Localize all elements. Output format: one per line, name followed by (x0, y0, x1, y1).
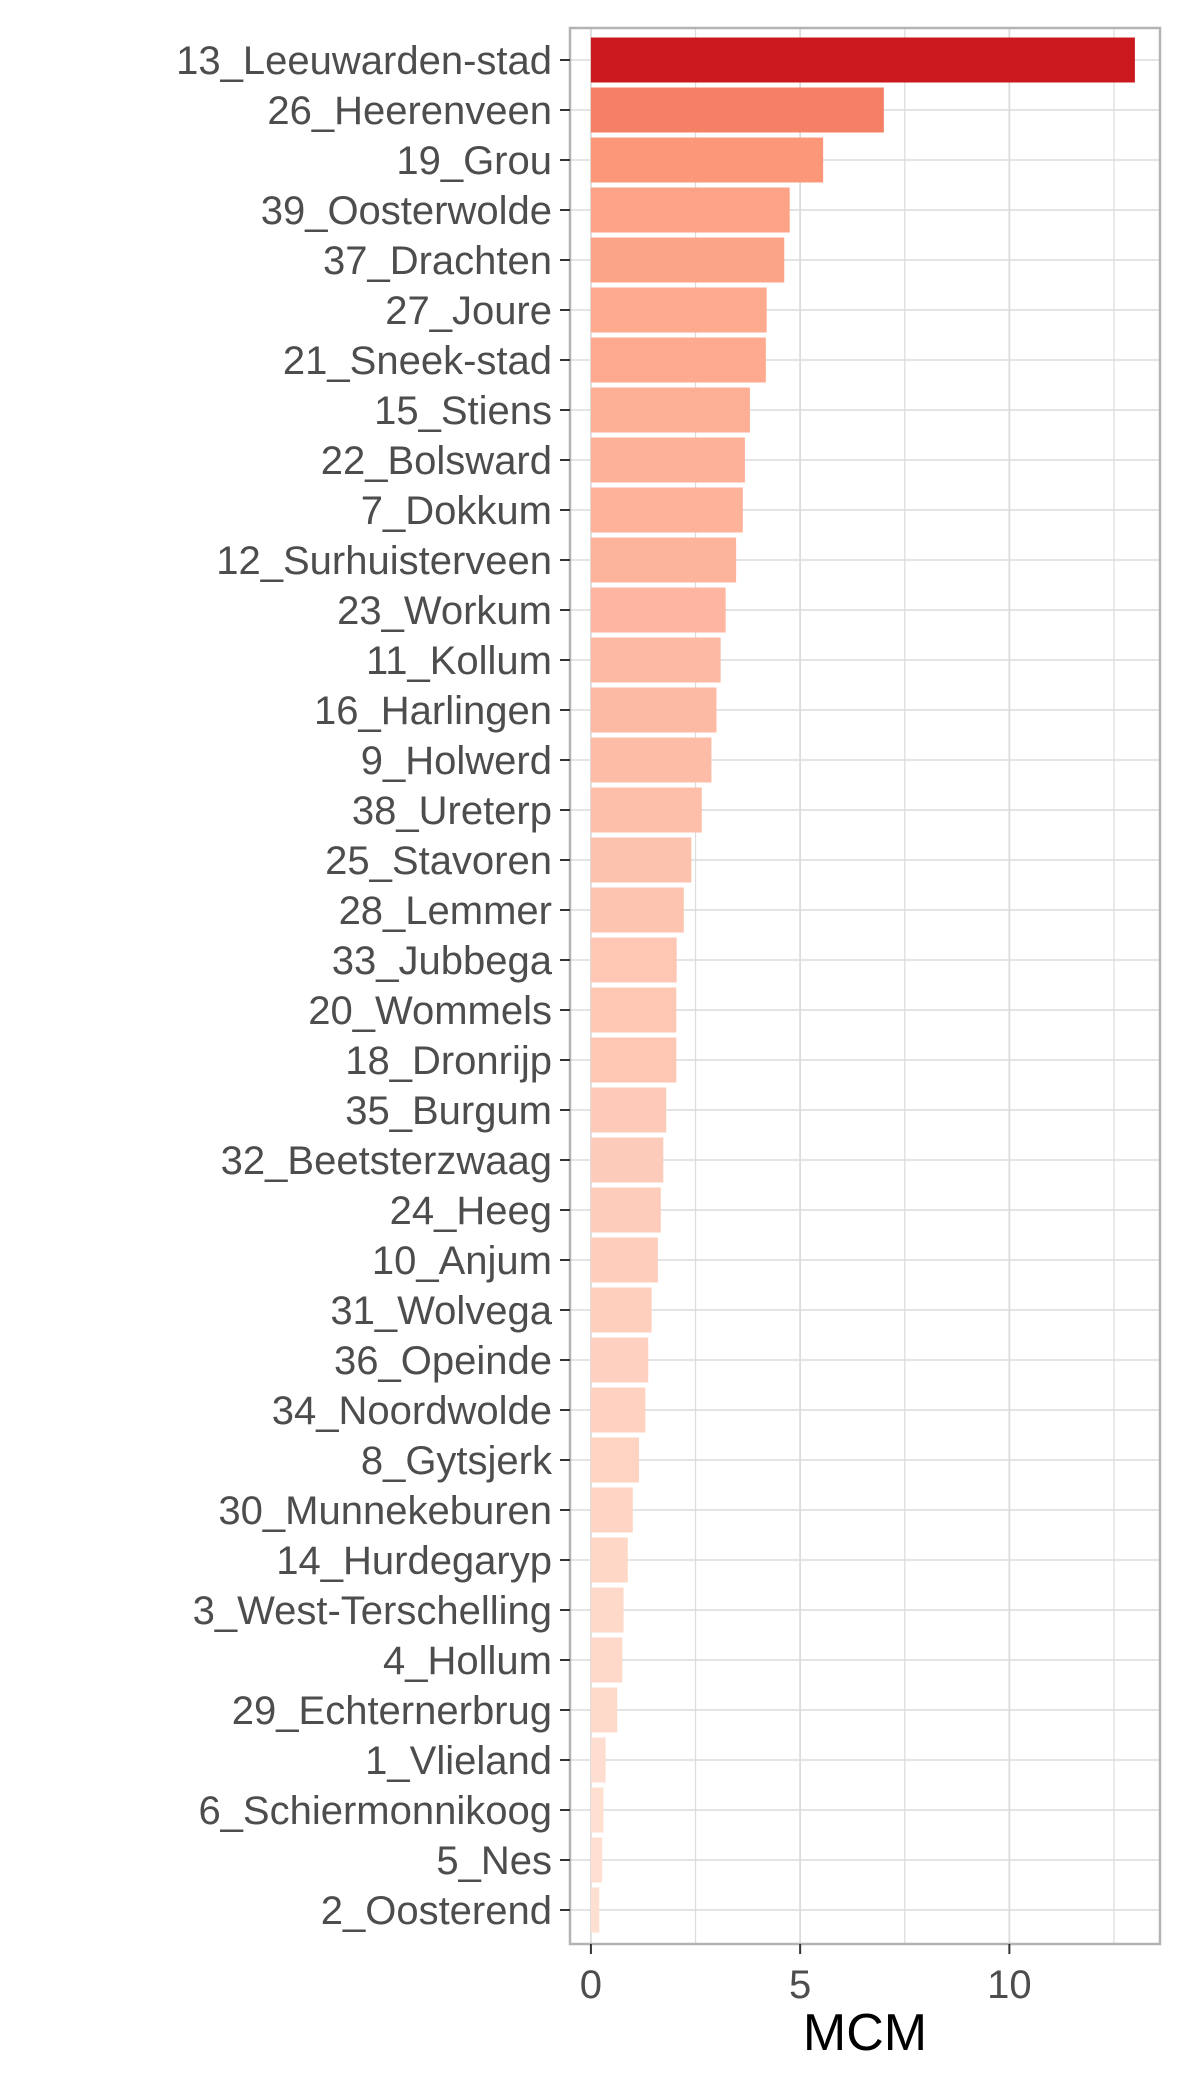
bar-21_sneek-stad (590, 337, 766, 383)
bar-38_ureterp (590, 787, 702, 833)
bar-39_oosterwolde (590, 187, 790, 233)
category-label: 20_Wommels (308, 989, 552, 1033)
x-tick-label: 0 (580, 1963, 602, 2007)
bar-34_noordwolde (590, 1387, 646, 1433)
bar-23_workum (590, 587, 726, 633)
bar-13_leeuwarden-stad (590, 37, 1135, 83)
category-label: 30_Munnekeburen (218, 1489, 552, 1533)
category-label: 7_Dokkum (361, 489, 552, 533)
category-label: 12_Surhuisterveen (216, 539, 552, 583)
category-label: 2_Oosterend (321, 1889, 552, 1933)
category-label: 29_Echternerbrug (232, 1689, 552, 1733)
category-label: 6_Schiermonnikoog (198, 1789, 552, 1833)
bar-26_heerenveen (590, 87, 884, 133)
bar-27_joure (590, 287, 767, 333)
bar-16_harlingen (590, 687, 717, 733)
x-tick-label: 10 (987, 1963, 1032, 2007)
bar-15_stiens (590, 387, 750, 433)
bar-20_wommels (590, 987, 677, 1033)
category-label: 14_Hurdegaryp (276, 1539, 552, 1583)
category-label: 38_Ureterp (352, 789, 552, 833)
bar-30_munnekeburen (590, 1487, 633, 1533)
bar-33_jubbega (590, 937, 677, 983)
category-label: 23_Workum (337, 589, 552, 633)
category-label: 32_Beetsterzwaag (221, 1139, 552, 1183)
bar-24_heeg (590, 1187, 661, 1233)
bar-19_grou (590, 137, 824, 183)
category-label: 1_Vlieland (365, 1739, 552, 1783)
bar-28_lemmer (590, 887, 684, 933)
category-label: 5_Nes (436, 1839, 552, 1883)
category-label: 26_Heerenveen (267, 89, 552, 133)
bars (590, 37, 1135, 1933)
bar-18_dronrijp (590, 1037, 677, 1083)
category-label: 39_Oosterwolde (261, 189, 552, 233)
bar-29_echternerbrug (590, 1687, 618, 1733)
category-label: 11_Kollum (366, 639, 552, 683)
category-label: 13_Leeuwarden-stad (176, 39, 552, 83)
bar-8_gytsjerk (590, 1437, 640, 1483)
bar-14_hurdegaryp (590, 1537, 628, 1583)
category-label: 22_Bolsward (321, 439, 552, 483)
bar-37_drachten (590, 237, 785, 283)
bar-3_west-terschelling (590, 1587, 624, 1633)
bar-9_holwerd (590, 737, 712, 783)
bar-32_beetsterzwaag (590, 1137, 664, 1183)
category-label: 24_Heeg (390, 1189, 552, 1233)
category-label: 31_Wolvega (330, 1289, 552, 1333)
category-label: 36_Opeinde (334, 1339, 552, 1383)
bar-5_nes (590, 1837, 603, 1883)
category-label: 16_Harlingen (314, 689, 552, 733)
bar-22_bolsward (590, 437, 745, 483)
bar-10_anjum (590, 1237, 658, 1283)
category-label: 34_Noordwolde (272, 1389, 552, 1433)
category-label: 28_Lemmer (339, 889, 552, 933)
category-label: 10_Anjum (372, 1239, 552, 1283)
x-tick-label: 5 (789, 1963, 811, 2007)
bar-1_vlieland (590, 1737, 606, 1783)
bar-12_surhuisterveen (590, 537, 737, 583)
category-label: 25_Stavoren (325, 839, 552, 883)
bar-25_stavoren (590, 837, 692, 883)
category-label: 3_West-Terschelling (193, 1589, 552, 1633)
bar-36_opeinde (590, 1337, 649, 1383)
panel-border (568, 26, 1162, 1946)
category-label: 4_Hollum (383, 1639, 552, 1683)
category-label: 37_Drachten (323, 239, 552, 283)
category-label: 21_Sneek-stad (283, 339, 552, 383)
category-labels: 13_Leeuwarden-stad 26_Heerenveen 19_Grou 39… (176, 39, 570, 1933)
x-axis-ticks: 0 5 10 (580, 1944, 1032, 2007)
category-label: 27_Joure (385, 289, 552, 333)
bar-7_dokkum (590, 487, 743, 533)
category-label: 35_Burgum (345, 1089, 552, 1133)
category-label: 19_Grou (396, 139, 552, 183)
category-label: 8_Gytsjerk (361, 1439, 553, 1483)
bar-4_hollum (590, 1637, 623, 1683)
category-label: 18_Dronrijp (345, 1039, 552, 1083)
category-label: 15_Stiens (374, 389, 552, 433)
bar-6_schiermonnikoog (590, 1787, 604, 1833)
x-axis-title: MCM (803, 2004, 927, 2062)
category-label: 33_Jubbega (332, 939, 553, 983)
category-label: 9_Holwerd (361, 739, 552, 783)
bar-31_wolvega (590, 1287, 652, 1333)
bar-11_kollum (590, 637, 721, 683)
bar-2_oosterend (590, 1887, 600, 1933)
bar-35_burgum (590, 1087, 667, 1133)
